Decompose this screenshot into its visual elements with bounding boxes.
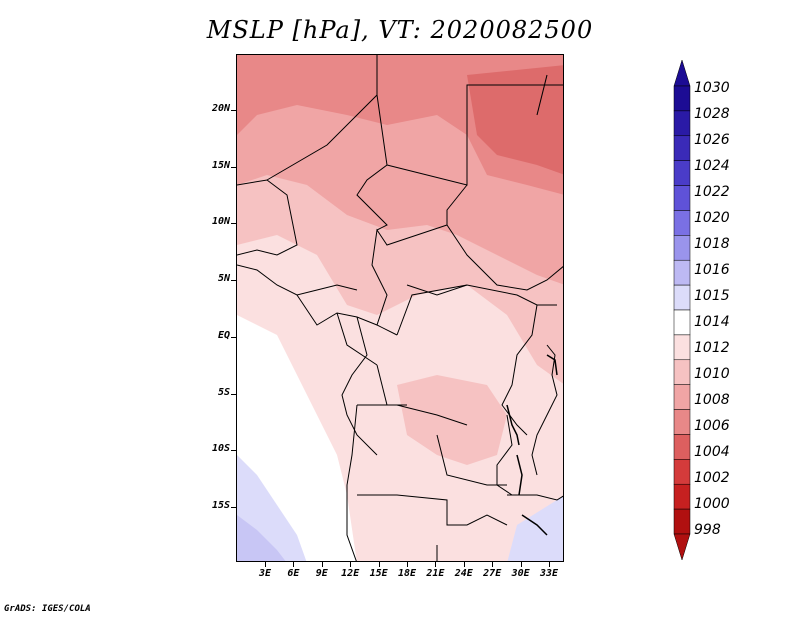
longitude-tick [435, 562, 437, 567]
colorbar-segment [673, 185, 691, 211]
longitude-label: 27E [483, 568, 502, 579]
colorbar-segment [673, 409, 691, 435]
pressure-region-1016 [237, 515, 286, 561]
longitude-tick [463, 562, 465, 567]
longitude-label: 15E [369, 568, 388, 579]
colorbar-segment [673, 284, 691, 311]
longitude-label: 12E [341, 568, 360, 579]
country-borders [237, 55, 563, 561]
latitude-label: 20N [211, 103, 230, 114]
longitude-label: 30E [511, 568, 530, 579]
colorbar-label: 1015 [694, 288, 730, 304]
longitude-label: 6E [287, 568, 300, 579]
longitude-tick [293, 562, 295, 567]
longitude-tick [520, 562, 522, 567]
colorbar-segment [673, 235, 691, 261]
colorbar-label: 1010 [694, 366, 730, 382]
colorbar-label: 1026 [694, 132, 730, 148]
footer-credit: GrADS: IGES/COLA [4, 604, 91, 614]
colorbar-label: 1002 [694, 470, 730, 486]
colorbar-segment [673, 434, 691, 460]
colorbar-segment [673, 135, 691, 161]
colorbar-segment [673, 334, 691, 361]
colorbar-label: 1008 [694, 392, 730, 408]
longitude-tick [321, 562, 323, 567]
latitude-tick [231, 506, 236, 508]
colorbar-label: 1028 [694, 106, 730, 122]
latitude-label: 15S [211, 499, 230, 511]
colorbar-label: 1020 [694, 210, 730, 226]
pressure-field [237, 55, 563, 561]
latitude-tick [231, 223, 236, 225]
pressure-region-1004 [467, 65, 563, 175]
colorbar-segment [673, 160, 691, 186]
longitude-tick [350, 562, 352, 567]
longitude-label: 9E [315, 568, 328, 579]
longitude-label: 18E [397, 568, 417, 579]
latitude-tick [231, 280, 236, 282]
colorbar-segment [673, 85, 691, 112]
colorbar-top-arrow [673, 60, 691, 87]
colorbar-label: 1006 [694, 418, 730, 434]
latitude-tick [231, 393, 236, 395]
colorbar-segment [673, 359, 691, 385]
longitude-tick [549, 562, 550, 567]
colorbar-label: 1022 [694, 184, 730, 200]
latitude-tick [231, 336, 236, 338]
colorbar-label: 1016 [694, 262, 730, 278]
colorbar-label: 1018 [694, 236, 730, 252]
colorbar [673, 60, 691, 560]
colorbar-segment [673, 459, 691, 485]
longitude-tick [492, 562, 494, 567]
longitude-label: 3E [258, 568, 272, 579]
colorbar-label: 1012 [694, 340, 730, 356]
longitude-tick [407, 562, 408, 567]
longitude-label: 33E [539, 568, 559, 579]
colorbar-label: 998 [694, 522, 721, 538]
latitude-label: 10S [211, 443, 230, 455]
colorbar-label: 1024 [694, 158, 730, 174]
latitude-tick [231, 166, 236, 168]
longitude-tick [265, 562, 266, 567]
colorbar-segment [673, 110, 691, 137]
latitude-label: 15N [211, 159, 230, 171]
longitude-label: 21E [426, 568, 445, 579]
colorbar-segment [673, 384, 691, 410]
latitude-tick [231, 450, 236, 452]
map-title: MSLP [hPa], VT: 2020082500 [206, 16, 594, 44]
colorbar-segment [673, 508, 691, 535]
latitude-label: EQ [217, 329, 230, 341]
colorbar-segment [673, 483, 691, 510]
pressure-region-1004-west [237, 55, 307, 105]
colorbar-label: 1000 [694, 496, 730, 512]
colorbar-segment [673, 259, 691, 286]
colorbar-label: 1004 [694, 444, 730, 460]
latitude-tick [231, 110, 236, 111]
map-panel [236, 54, 564, 562]
colorbar-segment [673, 210, 691, 236]
colorbar-label: 1014 [694, 314, 730, 330]
pressure-region-1015-southeast [507, 496, 563, 561]
latitude-label: 10N [211, 216, 230, 228]
longitude-tick [378, 562, 380, 567]
latitude-label: 5S [217, 386, 230, 398]
longitude-label: 24E [454, 568, 473, 579]
colorbar-bottom-arrow [673, 533, 691, 560]
lake-outlines [506, 354, 558, 536]
colorbar-label: 1030 [694, 80, 730, 96]
latitude-label: 5N [217, 273, 230, 285]
colorbar-segment [673, 309, 691, 336]
